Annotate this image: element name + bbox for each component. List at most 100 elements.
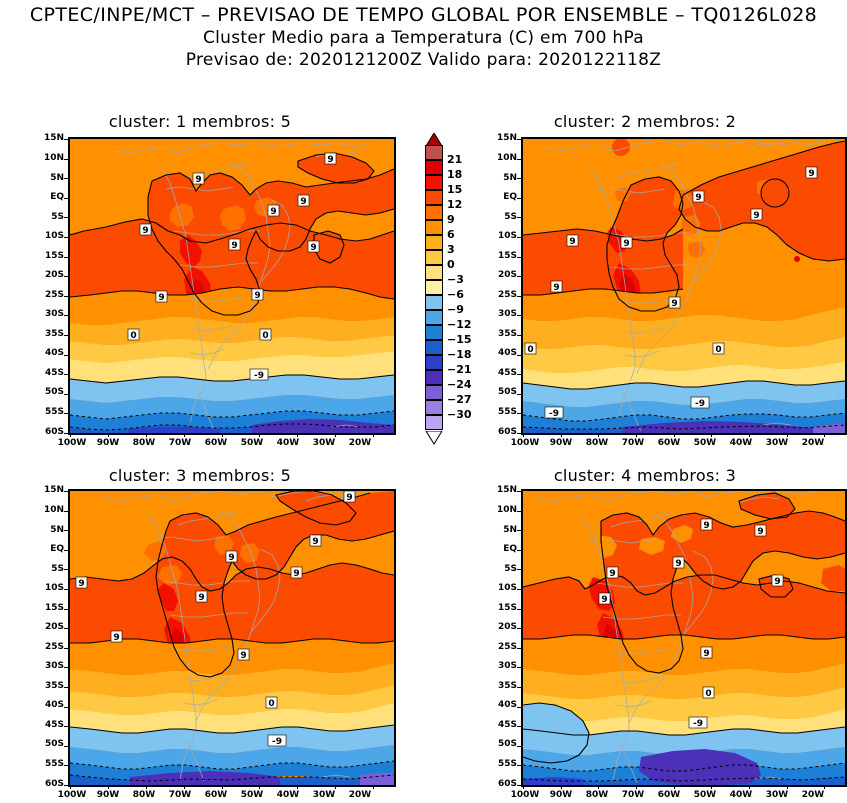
ylabel-2-11: 40S — [497, 348, 517, 358]
svg-text:9: 9 — [142, 226, 148, 236]
map-canvas-1: 9 9 9 9 9 9 9 9 9 0 0 -9 — [70, 139, 394, 433]
svg-text:0: 0 — [527, 345, 533, 355]
ytick-mark — [517, 647, 521, 649]
ylabel-3-5: 10S — [44, 583, 64, 593]
svg-text:9: 9 — [312, 537, 318, 547]
ytick-mark — [517, 413, 521, 415]
panel-title-4: cluster: 4 membros: 3 — [553, 466, 737, 485]
ytick-mark — [64, 530, 68, 532]
ytick-mark — [517, 530, 521, 532]
ytick-mark — [64, 276, 68, 278]
svg-text:9: 9 — [228, 553, 234, 563]
svg-text:9: 9 — [623, 239, 629, 249]
ylabel-4-8: 25S — [497, 642, 517, 652]
svg-text:-9: -9 — [549, 409, 559, 419]
xtick-mark — [824, 785, 826, 789]
ylabel-4-0: 15N — [496, 485, 517, 495]
xlabel-4-8: 20W — [801, 790, 825, 800]
xtick-mark — [259, 433, 261, 437]
ylabel-4-10: 35S — [497, 681, 517, 691]
colorbar-label-14: −21 — [447, 363, 472, 376]
xlabel-3-4: 60W — [204, 790, 228, 800]
ytick-mark — [517, 628, 521, 630]
colorbar-label-0: 21 — [447, 153, 463, 166]
xtick-mark — [560, 433, 562, 437]
xtick-mark — [297, 433, 299, 437]
svg-text:-9: -9 — [695, 399, 705, 409]
xlabel-2-3: 70W — [621, 438, 645, 448]
xtick-mark — [711, 785, 713, 789]
ytick-mark — [64, 647, 68, 649]
ytick-mark — [517, 217, 521, 219]
colorbar-swatch-18 — [425, 415, 443, 430]
ytick-mark — [517, 589, 521, 590]
ylabel-1-9: 30S — [44, 309, 64, 319]
ylabel-2-1: 10N — [496, 153, 517, 163]
colorbar-label-11: −12 — [447, 318, 472, 331]
xtick-mark — [70, 785, 71, 789]
map-plot-2[interactable]: 9 9 9 9 9 9 9 0 0 -9 -9 — [521, 137, 847, 435]
ytick-mark — [64, 315, 68, 317]
xtick-mark — [259, 785, 261, 789]
svg-text:9: 9 — [270, 207, 276, 217]
map-plot-3[interactable]: 9 9 9 9 9 9 9 9 0 -9 — [68, 489, 396, 787]
svg-text:9: 9 — [671, 299, 677, 309]
svg-text:0: 0 — [715, 345, 721, 355]
xtick-mark — [183, 433, 185, 437]
svg-text:0: 0 — [130, 331, 136, 341]
xtick-mark — [824, 433, 826, 437]
map-plot-1[interactable]: 9 9 9 9 9 9 9 9 9 0 0 -9 — [68, 137, 396, 435]
xlabel-4-4: 60W — [657, 790, 681, 800]
colorbar-swatch-3 — [425, 190, 443, 205]
ytick-mark — [64, 706, 68, 708]
xlabel-1-2: 80W — [132, 438, 156, 448]
ytick-mark — [517, 785, 521, 786]
ylabel-1-2: 5N — [50, 173, 64, 183]
ylabel-3-2: 5N — [50, 525, 64, 535]
svg-text:9: 9 — [753, 211, 759, 221]
svg-text:9: 9 — [757, 527, 763, 537]
ylabel-3-13: 50S — [44, 739, 64, 749]
colorbar-swatch-16 — [425, 385, 443, 400]
ylabel-1-10: 35S — [44, 329, 64, 339]
ytick-mark — [64, 785, 68, 786]
contour-label-group-1: 9 9 9 9 9 9 9 9 9 0 0 -9 — [127, 152, 337, 381]
colorbar-swatch-12 — [425, 325, 443, 340]
xtick-mark — [598, 785, 600, 789]
colorbar-swatch-11 — [425, 310, 443, 325]
ytick-mark — [517, 608, 521, 610]
colorbar[interactable]: 21 18 15 12 9 6 3 0 −3 −6 −9 −12 −15 −18 −21 −24 −27 −30 — [425, 132, 485, 445]
colorbar-label-15: −24 — [447, 378, 472, 391]
xtick-mark — [635, 785, 637, 789]
ylabel-3-10: 35S — [44, 681, 64, 691]
svg-text:9: 9 — [609, 569, 615, 579]
ylabel-1-8: 25S — [44, 290, 64, 300]
ytick-mark — [64, 413, 68, 415]
ylabel-4-13: 50S — [497, 739, 517, 749]
colorbar-label-7: 0 — [447, 258, 455, 271]
xlabel-1-5: 50W — [240, 438, 264, 448]
ylabel-3-8: 25S — [44, 642, 64, 652]
colorbar-label-13: −18 — [447, 348, 472, 361]
ylabel-1-14: 55S — [44, 407, 64, 417]
ytick-mark — [64, 687, 68, 688]
panel-cluster-3: cluster: 3 membros: 5 — [0, 466, 400, 803]
svg-text:9: 9 — [569, 237, 575, 247]
svg-text:9: 9 — [78, 579, 84, 589]
map-plot-4[interactable]: 9 9 9 9 9 9 9 0 -9 — [521, 489, 847, 787]
xlabel-4-2: 80W — [585, 790, 609, 800]
xtick-mark — [635, 433, 637, 437]
ytick-mark — [517, 687, 521, 688]
xtick-mark — [70, 433, 71, 437]
ylabel-2-10: 35S — [497, 329, 517, 339]
ytick-mark — [517, 197, 521, 199]
xtick-mark — [107, 433, 109, 437]
ylabel-1-3: EQ — [50, 192, 64, 202]
ytick-mark — [64, 354, 68, 356]
ytick-mark — [517, 139, 521, 140]
colorbar-label-1: 18 — [447, 168, 463, 181]
xlabel-3-0: 100W — [57, 790, 87, 800]
svg-text:9: 9 — [327, 155, 333, 165]
ylabel-1-11: 40S — [44, 348, 64, 358]
map-canvas-2: 9 9 9 9 9 9 9 0 0 -9 -9 — [523, 139, 845, 433]
